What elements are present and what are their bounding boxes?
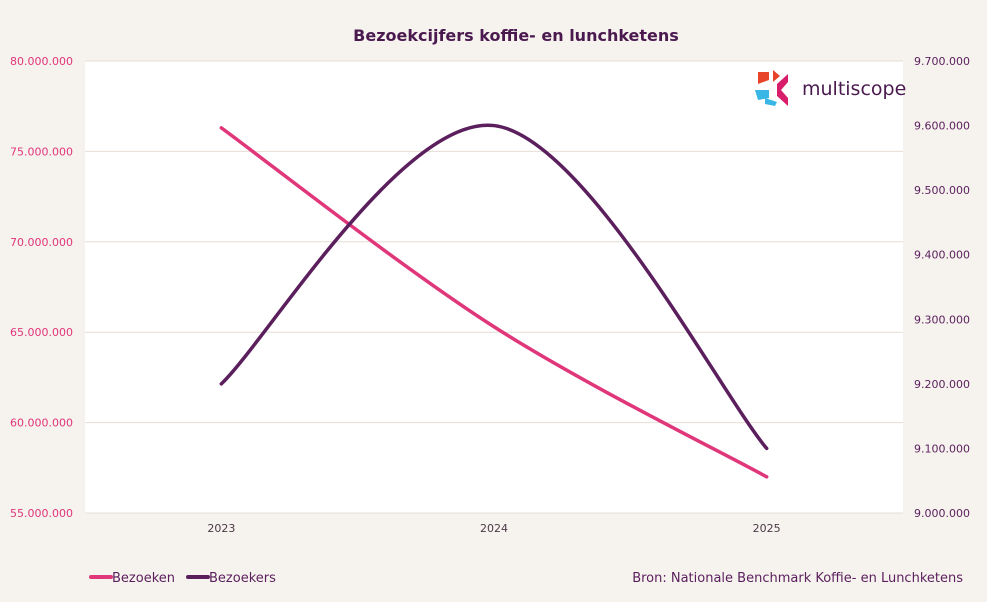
chart-title: Bezoekcijfers koffie- en lunchketens: [353, 26, 679, 45]
right-tick-label: 9.400.000: [914, 249, 970, 262]
left-tick-label: 80.000.000: [10, 55, 73, 68]
x-tick-label: 2024: [480, 522, 508, 535]
x-tick-label: 2025: [753, 522, 781, 535]
data-point-bezoekers-2023: [219, 382, 223, 386]
source-note: Bron: Nationale Benchmark Koffie- en Lun…: [632, 571, 963, 586]
data-point-bezoeken-2025: [765, 475, 769, 479]
plot-area: [85, 61, 903, 513]
legend-bezoekers: Bezoekers: [209, 571, 276, 586]
right-tick-label: 9.000.000: [914, 507, 970, 520]
right-tick-label: 9.700.000: [914, 55, 970, 68]
legend-bezoeken: Bezoeken: [112, 571, 175, 586]
data-point-bezoekers-2024: [492, 124, 496, 128]
data-point-bezoekers-2025: [765, 446, 769, 450]
right-tick-label: 9.100.000: [914, 442, 970, 455]
data-point-bezoeken-2024: [492, 325, 496, 329]
multiscope-logo: multiscope: [755, 70, 906, 106]
logo-text: multiscope: [802, 78, 906, 100]
data-point-bezoeken-2023: [219, 126, 223, 130]
right-tick-label: 9.500.000: [914, 184, 970, 197]
right-tick-label: 9.600.000: [914, 120, 970, 133]
right-tick-label: 9.200.000: [914, 378, 970, 391]
left-tick-label: 60.000.000: [10, 417, 73, 430]
left-tick-label: 70.000.000: [10, 236, 73, 249]
legend: Bezoeken Bezoekers: [89, 571, 276, 586]
left-tick-label: 55.000.000: [10, 507, 73, 520]
x-tick-label: 2023: [207, 522, 235, 535]
right-tick-label: 9.300.000: [914, 313, 970, 326]
left-tick-label: 65.000.000: [10, 326, 73, 339]
left-tick-label: 75.000.000: [10, 145, 73, 158]
